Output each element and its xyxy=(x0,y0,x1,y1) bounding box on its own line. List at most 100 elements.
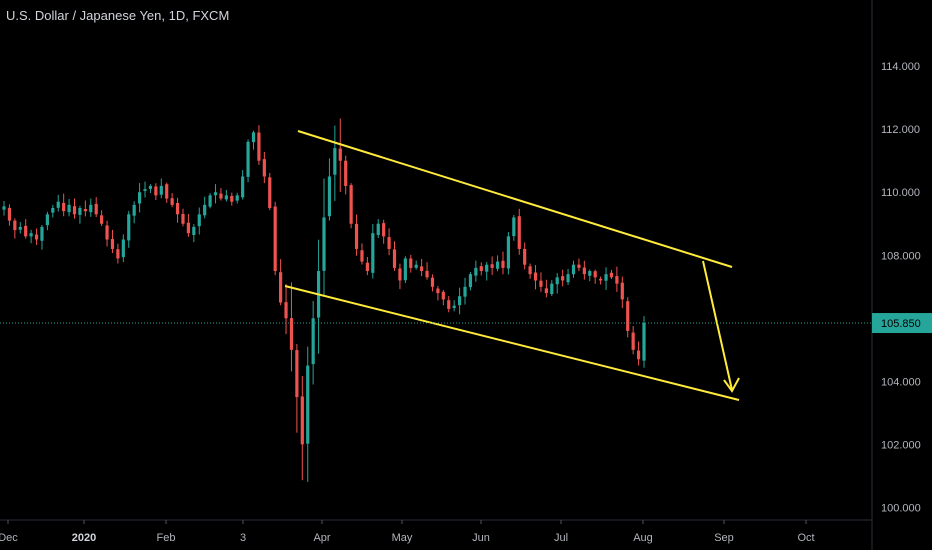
y-tick-label: 112.000 xyxy=(881,124,920,136)
candle-body xyxy=(40,226,44,241)
x-tick-label: Sep xyxy=(714,532,734,544)
candle-body xyxy=(626,301,630,331)
candle-body xyxy=(571,264,576,275)
candle-body xyxy=(56,201,60,208)
candle-body xyxy=(322,217,326,271)
candle-body xyxy=(137,192,142,204)
candle-body xyxy=(452,305,456,308)
candle-body xyxy=(197,214,201,227)
x-tick-label: 2020 xyxy=(72,532,96,544)
candle-body xyxy=(235,195,239,201)
candle-body xyxy=(181,213,185,224)
candle-body xyxy=(327,176,332,217)
candle-body xyxy=(165,184,169,199)
candle-body xyxy=(409,258,413,268)
candle-body xyxy=(24,225,28,237)
candle-body xyxy=(382,223,386,237)
last-price-label: 105.850 xyxy=(881,318,921,330)
candle-body xyxy=(132,204,136,216)
candle-body xyxy=(354,223,359,249)
candle-body xyxy=(213,192,218,196)
candle-body xyxy=(208,195,212,207)
candle-body xyxy=(365,262,369,272)
candle-body xyxy=(387,237,391,249)
candle-body xyxy=(474,267,478,276)
y-axis: 100.000102.000104.000106.000108.000110.0… xyxy=(881,61,921,514)
candle-body xyxy=(306,365,310,444)
candle-body xyxy=(127,214,131,241)
candle-body xyxy=(495,261,500,269)
x-tick-label: Aug xyxy=(633,532,653,544)
x-tick-label: Dec xyxy=(0,532,18,544)
candle-body xyxy=(338,148,342,161)
candle-body xyxy=(561,276,565,281)
candle-body xyxy=(566,274,570,283)
candle-body xyxy=(539,280,543,287)
candle-body xyxy=(599,278,603,281)
candle-body xyxy=(51,208,55,213)
candle-body xyxy=(246,141,250,177)
candle-body xyxy=(175,202,180,215)
candle-body xyxy=(148,185,153,189)
candle-body xyxy=(110,238,115,249)
candle-body xyxy=(523,248,527,265)
candle-body xyxy=(7,207,12,221)
projection-arrow-head[interactable] xyxy=(723,377,740,393)
candle-body xyxy=(344,160,348,186)
axis-borders xyxy=(0,0,873,550)
candle-body xyxy=(289,318,294,350)
x-tick-label: May xyxy=(392,532,413,544)
candle-body xyxy=(143,189,147,191)
candle-body xyxy=(609,272,614,278)
channel-upper-trendline[interactable] xyxy=(297,130,733,268)
drawing-overlay[interactable] xyxy=(284,130,740,401)
candle-body xyxy=(398,268,402,281)
candle-body xyxy=(371,233,375,273)
candle-body xyxy=(447,300,451,309)
candle-body xyxy=(154,186,158,196)
candle-body xyxy=(512,217,516,237)
x-tick-label: 3 xyxy=(240,532,246,544)
candle-body xyxy=(555,277,559,285)
candle-body xyxy=(251,132,256,143)
candle-body xyxy=(94,203,98,215)
projection-arrow-shaft[interactable] xyxy=(702,260,733,391)
last-price-marker: 105.850 xyxy=(0,313,932,334)
candle-body xyxy=(403,258,407,281)
candle-body xyxy=(116,249,120,259)
candle-body xyxy=(29,233,33,237)
channel-lower-trendline[interactable] xyxy=(284,285,740,401)
chart-title: U.S. Dollar / Japanese Yen, 1D, FXCM xyxy=(6,8,230,23)
y-tick-label: 110.000 xyxy=(881,187,920,199)
candle-body xyxy=(89,204,93,213)
candle-body xyxy=(506,236,511,269)
y-tick-label: 102.000 xyxy=(881,439,921,451)
candle-body xyxy=(430,277,435,287)
candle-body xyxy=(203,204,207,216)
candle-body xyxy=(349,185,353,224)
candle-body xyxy=(490,264,494,268)
candle-body xyxy=(468,274,473,288)
candle-body xyxy=(186,222,191,234)
y-tick-label: 100.000 xyxy=(881,502,921,514)
x-tick-label: Feb xyxy=(157,532,176,544)
candle-body xyxy=(45,214,49,226)
candle-body xyxy=(593,271,597,278)
candle-body xyxy=(425,270,429,278)
candle-body xyxy=(615,276,619,284)
candle-body xyxy=(588,271,592,276)
candle-body xyxy=(392,249,397,268)
candle-body xyxy=(78,208,82,215)
candle-body xyxy=(268,177,272,208)
candle-body xyxy=(230,195,234,202)
candle-body xyxy=(528,266,532,275)
candle-body xyxy=(72,206,77,215)
candle-body xyxy=(241,176,245,198)
candle-body xyxy=(13,220,17,231)
candle-body xyxy=(604,274,608,281)
candle-body xyxy=(333,148,337,175)
candle-body xyxy=(501,260,505,268)
candle-body xyxy=(311,318,315,365)
candle-body xyxy=(170,198,174,205)
